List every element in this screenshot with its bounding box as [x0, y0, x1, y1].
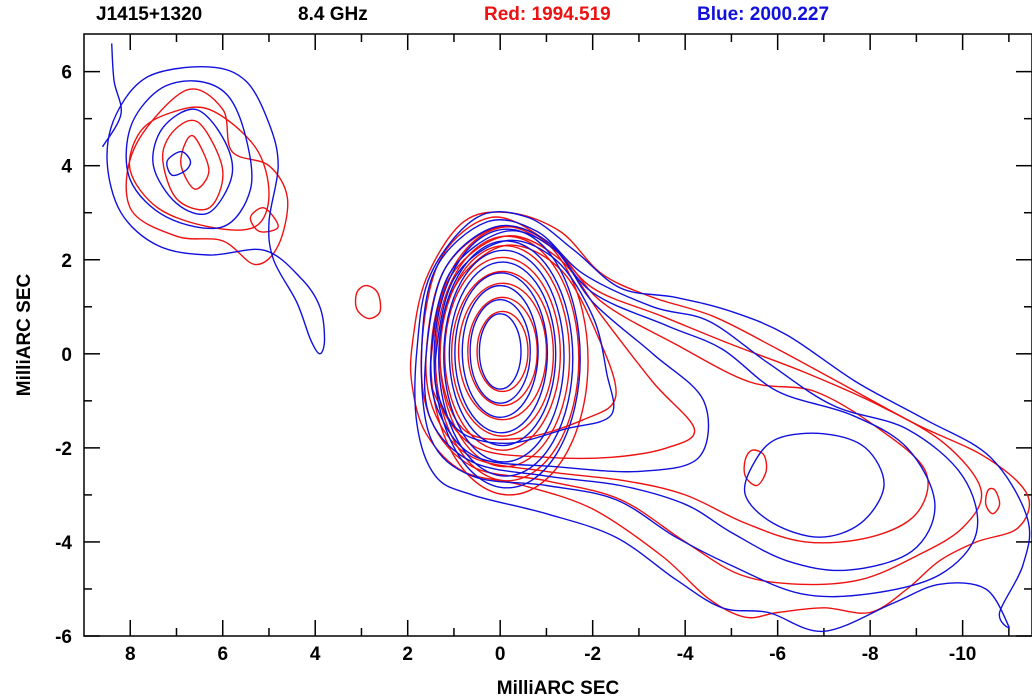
- y-tick-label: 6: [61, 63, 72, 84]
- contour-line: [354, 284, 382, 320]
- core-contour: [467, 296, 538, 407]
- contour-line: [439, 244, 617, 441]
- contour-line: [429, 230, 710, 473]
- core-contour: [443, 249, 565, 463]
- plot-frame: [83, 33, 1032, 637]
- blue-epoch-label: Blue: 2000.227: [697, 4, 830, 25]
- axis-ticks: [84, 34, 1032, 637]
- contour-line: [101, 43, 123, 148]
- contour-line: [425, 225, 929, 544]
- x-tick-label: -6: [769, 644, 786, 665]
- core-contour: [454, 272, 549, 434]
- x-tick-label: -8: [862, 644, 879, 665]
- x-tick-label: -4: [677, 644, 694, 665]
- y-tick-label: 2: [61, 251, 72, 272]
- core-contour: [444, 256, 562, 451]
- contour-line: [743, 432, 885, 538]
- frequency-label: 8.4 GHz: [298, 4, 368, 25]
- core-contour: [450, 270, 555, 437]
- core-contour: [469, 299, 531, 404]
- contour-line: [414, 211, 1031, 633]
- contour-line: [420, 219, 979, 598]
- y-tick-label: -2: [55, 439, 72, 460]
- core-contour: [476, 310, 529, 393]
- contour-line: [125, 88, 289, 266]
- y-axis-title: MilliARC SEC: [14, 273, 35, 396]
- contour-line: [161, 119, 224, 211]
- contour-line: [409, 211, 1031, 619]
- x-tick-label: 0: [495, 644, 506, 665]
- contour-line: [249, 207, 279, 233]
- contour-layer: [101, 43, 1031, 633]
- red-epoch-label: Red: 1994.519: [484, 4, 611, 25]
- core-contour: [433, 228, 581, 489]
- contour-line: [423, 224, 936, 572]
- contour-line: [128, 106, 270, 231]
- core-contour: [448, 261, 557, 447]
- source-name: J1415+1320: [96, 4, 203, 25]
- y-tick-label: -4: [55, 533, 72, 554]
- core-contour: [439, 244, 571, 468]
- contour-line: [984, 487, 1001, 515]
- core-contour: [457, 282, 548, 421]
- x-tick-label: 6: [217, 644, 228, 665]
- contour-line: [166, 150, 192, 177]
- y-tick-label: 4: [61, 157, 72, 178]
- x-tick-label: -2: [584, 644, 601, 665]
- x-tick-label: 2: [402, 644, 413, 665]
- contour-series-red: [125, 88, 1031, 619]
- contour-series-blue: [101, 43, 1031, 633]
- core-contour: [478, 313, 522, 390]
- x-tick-label: 8: [125, 644, 136, 665]
- x-axis-title: MilliARC SEC: [497, 678, 620, 699]
- core-contour: [437, 240, 574, 477]
- contour-line: [743, 449, 768, 487]
- plot-header: J1415+1320 8.4 GHz Red: 1994.519 Blue: 2…: [0, 0, 1032, 34]
- y-tick-label: -6: [55, 627, 72, 648]
- x-tick-label: 4: [310, 644, 321, 665]
- contour-line: [125, 80, 253, 230]
- contour-line: [106, 66, 326, 355]
- contour-line: [152, 108, 234, 216]
- y-tick-label: 0: [61, 345, 72, 366]
- axis-labels: 8 6 4 2 0 -2 -4 -6 -8 -10 6 4 2 0 -2 -4 -6: [55, 63, 976, 665]
- core-contour: [461, 284, 539, 419]
- contour-line: [180, 134, 210, 190]
- x-tick-label: -10: [949, 644, 976, 665]
